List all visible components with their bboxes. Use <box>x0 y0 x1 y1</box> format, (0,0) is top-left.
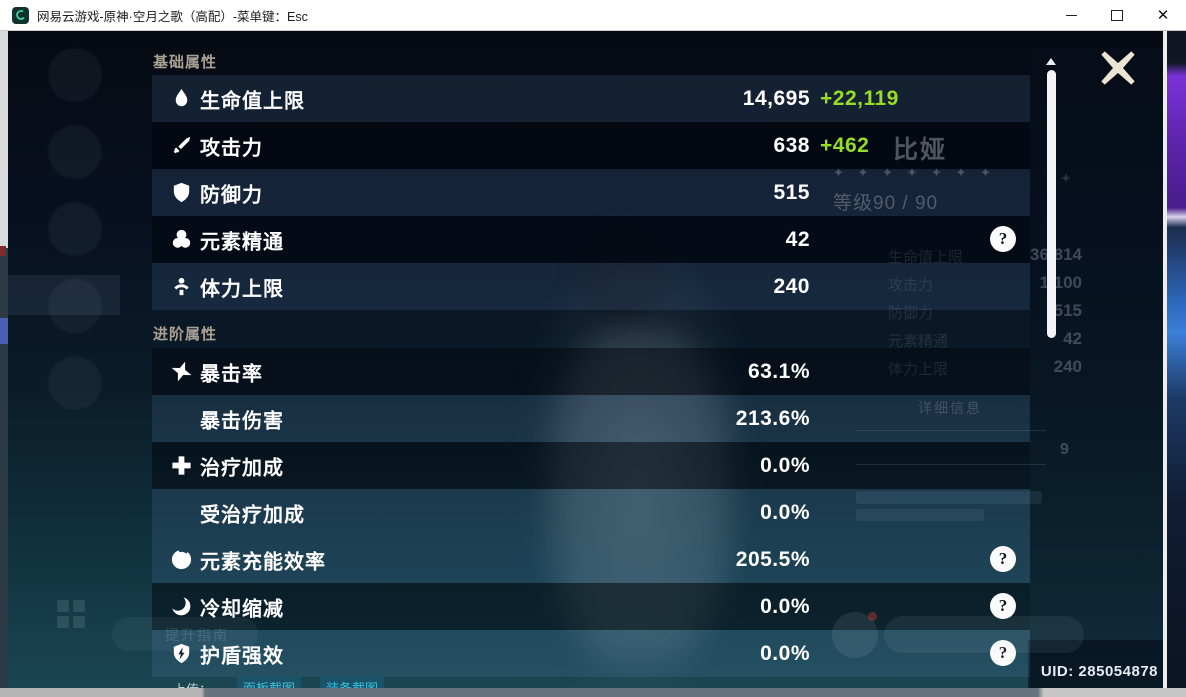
stat-row-stamina: 体力上限 240 <box>152 263 1030 310</box>
hp-icon <box>170 87 193 110</box>
stat-value: 0.0% <box>760 594 810 618</box>
scroll-up-arrow[interactable] <box>1046 58 1056 65</box>
stat-bonus: +22,119 <box>820 86 899 110</box>
stat-value: 63.1% <box>747 359 810 383</box>
stat-row-incoming-healing: 受治疗加成 0.0% <box>152 489 1030 536</box>
elemental-mastery-icon <box>170 228 193 251</box>
roster-selected-band <box>8 275 120 315</box>
stat-row-healing-bonus: 治疗加成 0.0% <box>152 442 1030 489</box>
attack-icon <box>170 134 193 157</box>
maximize-button[interactable] <box>1094 0 1140 30</box>
left-edge-window <box>0 30 8 688</box>
stat-value: 42 <box>785 227 810 251</box>
shield-strength-icon <box>170 642 193 665</box>
cooldown-icon <box>170 595 193 618</box>
stat-row-energy-recharge: 元素充能效率 205.5% ? <box>152 536 1030 583</box>
stat-row-shield-strength: 护盾强效 0.0% ? <box>152 630 1030 677</box>
stat-row-cd-reduction: 冷却缩减 0.0% ? <box>152 583 1030 630</box>
roster-avatar <box>48 356 102 410</box>
stat-value: 0.0% <box>760 453 810 477</box>
stat-label: 治疗加成 <box>200 457 284 479</box>
help-icon[interactable]: ? <box>990 593 1016 619</box>
stat-label: 生命值上限 <box>200 90 305 112</box>
character-coat-blur <box>553 330 728 660</box>
help-icon[interactable]: ? <box>990 546 1016 572</box>
app-icon <box>12 6 29 24</box>
stat-label: 防御力 <box>200 184 263 206</box>
stat-row-defense: 防御力 515 <box>152 169 1030 216</box>
stat-row-elemental-mastery: 元素精通 42 ? <box>152 216 1030 263</box>
stat-label: 护盾强效 <box>200 645 284 667</box>
panel-close-button[interactable] <box>1096 46 1140 90</box>
stat-label: 元素充能效率 <box>200 551 326 573</box>
stat-label: 元素精通 <box>200 231 284 253</box>
stat-value: 0.0% <box>760 641 810 665</box>
healing-bonus-icon <box>170 454 193 477</box>
desktop-wallpaper-strip <box>1167 30 1186 688</box>
bottom-edge-window <box>0 688 1186 697</box>
help-icon[interactable]: ? <box>990 640 1016 666</box>
stat-value: 0.0% <box>760 500 810 524</box>
stat-row-crit-rate: 暴击率 63.1% <box>152 348 1030 395</box>
stat-value: 14,695 <box>742 86 810 110</box>
stat-row-max-hp: 生命值上限 14,695 +22,119 <box>152 75 1030 122</box>
character-portrait-blur <box>513 255 763 688</box>
window-title: 网易云游戏-原神·空月之歌（高配）-菜单键：Esc <box>37 9 308 24</box>
energy-recharge-icon <box>170 548 193 571</box>
roster-avatar <box>48 125 102 179</box>
stat-label: 暴击伤害 <box>200 410 284 432</box>
stat-value: 240 <box>773 274 810 298</box>
scrollbar-thumb[interactable] <box>1047 70 1056 338</box>
maximize-icon <box>1111 9 1123 21</box>
stamina-icon <box>170 275 193 298</box>
right-window-border <box>1163 30 1167 688</box>
stat-label: 体力上限 <box>200 278 284 300</box>
stat-value: 515 <box>773 180 810 204</box>
crit-rate-icon <box>170 360 193 383</box>
stat-value: 205.5% <box>735 547 810 571</box>
close-button[interactable]: ✕ <box>1140 0 1186 30</box>
defense-icon <box>170 181 193 204</box>
stat-row-crit-dmg: 暴击伤害 213.6% <box>152 395 1030 442</box>
stat-value: 638 <box>773 133 810 157</box>
roster-avatar <box>48 48 102 102</box>
uid-backdrop <box>1028 640 1163 688</box>
minimize-icon <box>1065 14 1077 16</box>
stat-row-attack: 攻击力 638 +462 <box>152 122 1030 169</box>
titlebar: 网易云游戏-原神·空月之歌（高配）-菜单键：Esc ✕ <box>0 0 1186 31</box>
close-icon: ✕ <box>1156 6 1170 24</box>
stat-bonus: +462 <box>820 133 870 157</box>
stat-label: 攻击力 <box>200 137 263 159</box>
stat-label: 暴击率 <box>200 363 263 385</box>
section-title-basic: 基础属性 <box>153 54 218 71</box>
close-x-icon <box>1101 51 1135 85</box>
section-title-advanced: 进阶属性 <box>153 326 218 343</box>
game-viewport <box>8 30 1163 688</box>
roster-avatar <box>48 202 102 256</box>
stat-label: 受治疗加成 <box>200 504 305 526</box>
roster-avatar <box>48 279 102 333</box>
minimize-button[interactable] <box>1048 0 1094 30</box>
character-head-blur <box>574 226 670 318</box>
stat-value: 213.6% <box>735 406 810 430</box>
uid-label: UID: 285054878 <box>1040 663 1158 680</box>
stat-label: 冷却缩减 <box>200 598 284 620</box>
help-icon[interactable]: ? <box>990 226 1016 252</box>
